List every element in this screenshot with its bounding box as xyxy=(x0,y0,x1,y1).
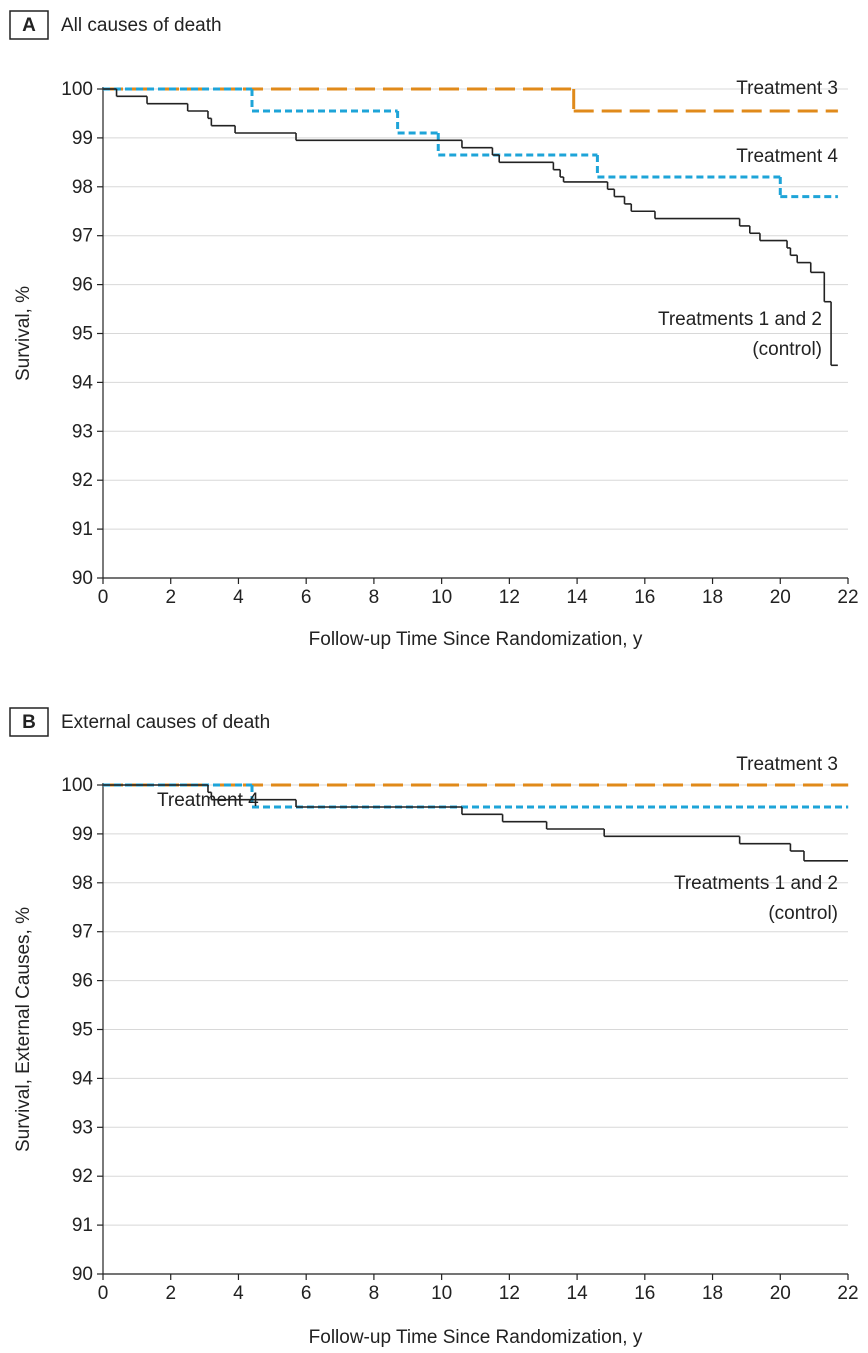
y-tick-label: 93 xyxy=(72,1117,93,1138)
x-tick-label: 20 xyxy=(770,587,791,608)
y-tick-label: 98 xyxy=(72,873,93,894)
y-tick-label: 91 xyxy=(72,1215,93,1236)
y-tick-label: 95 xyxy=(72,324,93,345)
y-axis-label: Survival, % xyxy=(13,286,34,381)
y-tick-label: 99 xyxy=(72,128,93,149)
x-tick-label: 8 xyxy=(369,1283,380,1304)
x-tick-label: 18 xyxy=(702,1283,723,1304)
y-tick-label: 94 xyxy=(72,372,94,393)
x-tick-label: 8 xyxy=(369,587,380,608)
x-tick-label: 14 xyxy=(567,587,589,608)
y-tick-label: 91 xyxy=(72,519,93,540)
x-tick-label: 0 xyxy=(98,587,109,608)
x-tick-label: 22 xyxy=(837,1283,858,1304)
x-tick-label: 10 xyxy=(431,587,452,608)
y-tick-label: 92 xyxy=(72,1166,93,1187)
x-tick-label: 18 xyxy=(702,587,723,608)
y-tick-label: 100 xyxy=(61,79,93,100)
x-tick-label: 2 xyxy=(165,587,176,608)
y-tick-label: 95 xyxy=(72,1020,93,1041)
x-tick-label: 4 xyxy=(233,587,244,608)
y-tick-label: 90 xyxy=(72,568,93,589)
x-axis-label: Follow-up Time Since Randomization, y xyxy=(309,1327,643,1348)
x-tick-label: 4 xyxy=(233,1283,244,1304)
y-tick-label: 100 xyxy=(61,775,93,796)
y-tick-label: 96 xyxy=(72,971,93,992)
panel-label: B xyxy=(22,712,36,733)
x-tick-label: 20 xyxy=(770,1283,791,1304)
chart-title: All causes of death xyxy=(61,15,222,36)
x-tick-label: 12 xyxy=(499,587,520,608)
x-tick-label: 14 xyxy=(567,1283,589,1304)
x-tick-label: 2 xyxy=(165,1283,176,1304)
panel-label: A xyxy=(22,15,36,36)
series-label: Treatment 4 xyxy=(736,146,838,167)
y-tick-label: 97 xyxy=(72,922,93,943)
series-label: Treatments 1 and 2 (control) xyxy=(657,309,822,360)
x-tick-label: 22 xyxy=(837,587,858,608)
series-label: Treatment 3 xyxy=(736,754,838,775)
x-tick-label: 16 xyxy=(634,587,655,608)
x-tick-label: 0 xyxy=(98,1283,109,1304)
y-tick-label: 96 xyxy=(72,275,93,296)
x-tick-label: 6 xyxy=(301,1283,312,1304)
y-axis-label: Survival, External Causes, % xyxy=(13,907,34,1152)
series-label: Treatment 3 xyxy=(736,78,838,99)
x-tick-label: 10 xyxy=(431,1283,452,1304)
x-tick-label: 16 xyxy=(634,1283,655,1304)
y-tick-label: 93 xyxy=(72,421,93,442)
y-tick-label: 97 xyxy=(72,226,93,247)
chart-title: External causes of death xyxy=(61,712,270,733)
panel-box xyxy=(9,707,49,737)
x-axis-label: Follow-up Time Since Randomization, y xyxy=(309,629,643,650)
y-tick-label: 92 xyxy=(72,470,93,491)
panel-box xyxy=(9,10,49,40)
y-tick-label: 90 xyxy=(72,1264,93,1285)
series-label: Treatments 1 and 2 (control) xyxy=(673,873,838,924)
y-tick-label: 99 xyxy=(72,824,93,845)
x-tick-label: 12 xyxy=(499,1283,520,1304)
y-tick-label: 98 xyxy=(72,177,93,198)
y-tick-label: 94 xyxy=(72,1068,94,1089)
x-tick-label: 6 xyxy=(301,587,312,608)
series-label: Treatment 4 xyxy=(157,790,259,811)
